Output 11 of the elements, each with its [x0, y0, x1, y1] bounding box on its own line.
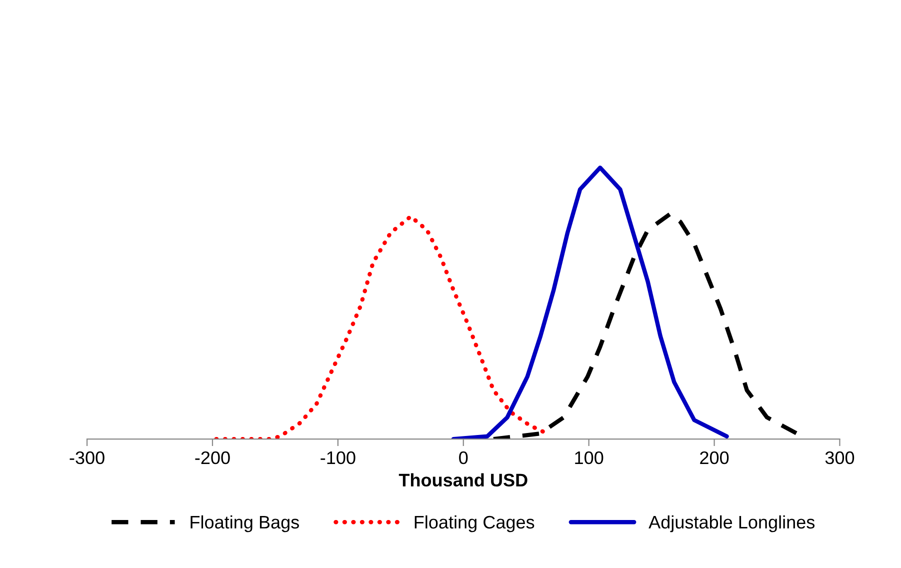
x-tick-label: -300: [70, 451, 104, 464]
x-tick-label: -100: [320, 451, 356, 464]
x-tick-label: -200: [195, 451, 230, 464]
x-tick-label: 0: [459, 451, 468, 464]
x-axis-title: Thousand USD: [398, 473, 528, 487]
legend-label: Floating Bags: [190, 515, 299, 532]
x-tick-label: 100: [575, 451, 604, 464]
x-tick-label: 300: [825, 451, 854, 464]
legend-label: Floating Cages: [414, 515, 534, 532]
legend-label: Adjustable Longlines: [648, 515, 815, 532]
x-tick-label: 200: [700, 451, 729, 464]
